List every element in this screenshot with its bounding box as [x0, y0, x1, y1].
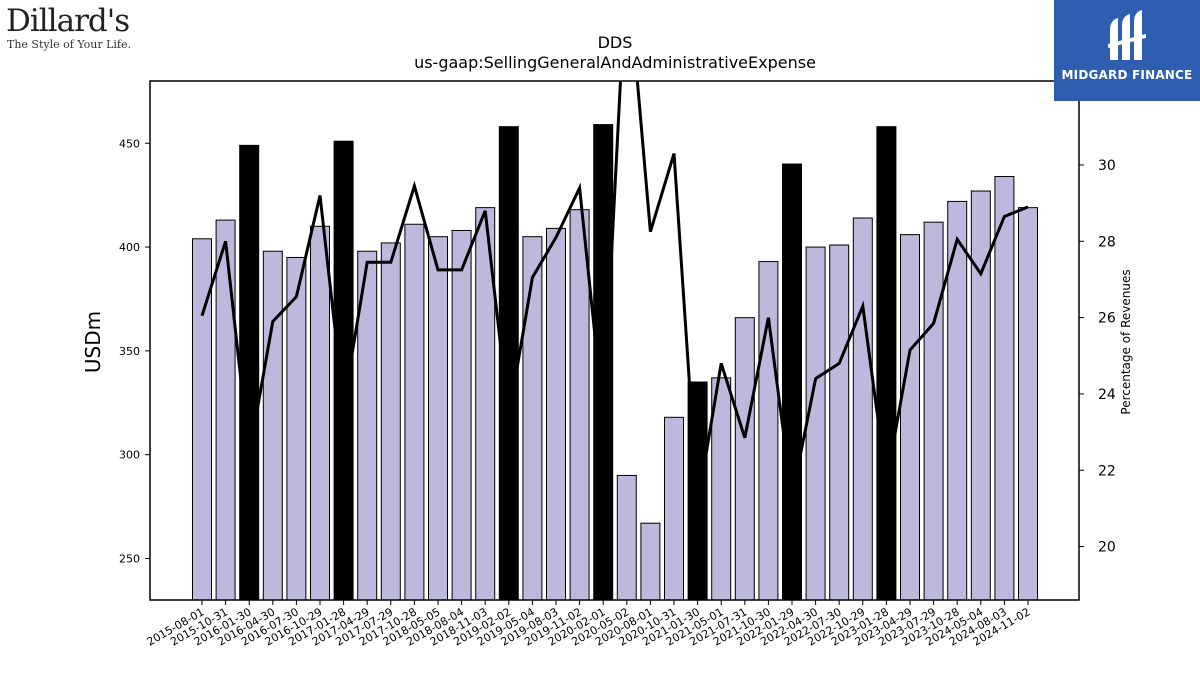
plot-frame [149, 80, 1080, 601]
y2-tick-label: 22 [1098, 463, 1116, 479]
percentage-line [200, 81, 1029, 505]
y-tick-label: 250 [119, 552, 140, 565]
chart-title: DDS [598, 33, 633, 52]
bar-2017-07-29 [380, 242, 401, 601]
bar-2016-04-30 [262, 250, 283, 601]
y2-tick-label: 20 [1098, 540, 1116, 556]
company-tagline: The Style of Your Life. [7, 38, 131, 51]
y2-axis-label: Percentage of Revenues [1119, 269, 1133, 414]
bar-2019-05-04 [522, 236, 543, 601]
bar-2024-08-03 [994, 175, 1015, 601]
y-tick-label: 400 [119, 241, 140, 254]
line-layer [200, 81, 1029, 505]
y2-tick-label: 28 [1098, 234, 1116, 250]
y-tick-label: 450 [119, 137, 140, 150]
bar-2015-10-31 [215, 219, 236, 601]
bar-2020-05-02 [616, 474, 637, 601]
y-tick-label: 300 [119, 449, 140, 462]
y-axis-label: USDm [81, 311, 105, 373]
bar-2020-08-01 [640, 522, 661, 601]
chart-subtitle: us-gaap:SellingGeneralAndAdministrativeE… [414, 53, 816, 72]
bars-layer [192, 124, 1038, 601]
bar-2024-05-04 [970, 190, 991, 601]
publisher-name: MIDGARD FINANCE [1061, 68, 1193, 82]
bar-2022-04-30 [805, 246, 826, 601]
y2-tick-label: 24 [1098, 387, 1116, 403]
bar-2022-10-29 [852, 217, 873, 601]
bar-2016-10-29 [310, 225, 330, 601]
bar-2023-07-29 [923, 221, 944, 601]
y-tick-label: 350 [119, 345, 140, 358]
bar-2020-10-31 [664, 416, 684, 601]
dillards-logo: Dillard's The Style of Your Life. [6, 4, 136, 56]
midgard-finance-logo: MIDGARD FINANCE [1054, 0, 1200, 101]
bar-2021-10-30 [758, 261, 779, 601]
y2-tick-label: 26 [1098, 311, 1116, 327]
midgard-mark-icon [1108, 10, 1146, 60]
company-name: Dillard's [6, 3, 130, 39]
bar-2024-11-02 [1018, 207, 1038, 601]
bar-2018-08-04 [451, 229, 472, 601]
bar-2017-10-28 [404, 223, 425, 601]
bar-2022-07-30 [829, 244, 850, 601]
bar-2023-01-28 [876, 126, 897, 601]
bar-2016-07-30 [286, 256, 307, 601]
bar-2021-07-31 [734, 317, 755, 601]
bar-2023-04-29 [900, 234, 920, 601]
bar-2019-08-03 [546, 227, 566, 601]
bar-2016-01-30 [239, 144, 260, 601]
bar-2019-11-02 [569, 209, 590, 601]
y2-tick-label: 30 [1098, 158, 1116, 174]
bar-2018-05-05 [428, 236, 448, 601]
bar-2022-01-29 [782, 163, 802, 601]
axes-layer: 2503003504004502022242628302015-08-01201… [119, 80, 1116, 649]
